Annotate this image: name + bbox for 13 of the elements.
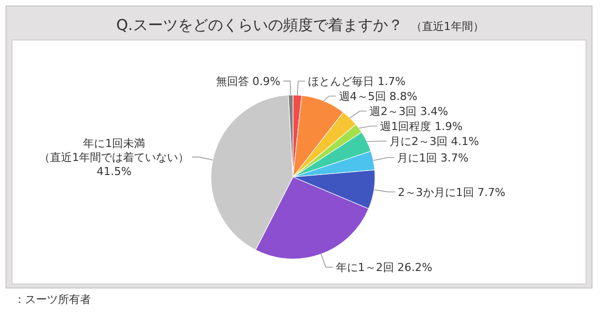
data-label: 週4～5回 8.8%: [338, 90, 418, 104]
data-label: 年に1～2回 26.2%: [336, 261, 432, 274]
data-label: 週2～3回 3.4%: [370, 105, 448, 118]
data-label: 月に2～3回 4.1%: [390, 135, 479, 148]
title: Q.スーツをどのくらいの頻度で着ますか？ （直近1年間）: [116, 16, 484, 34]
data-label: 無回答 0.9%: [216, 75, 280, 88]
data-label: 年に1回未満（直近1年間では着ていない）: [39, 137, 190, 164]
data-label: 月に1回 3.7%: [397, 152, 468, 165]
data-label: 週1回程度 1.9%: [380, 120, 463, 134]
data-label: 2～3か月に1回 7.7%: [398, 186, 506, 199]
data-label: 41.5%: [96, 165, 132, 178]
annotation: ：スーツ所有者: [14, 293, 91, 306]
data-label: ほとんど毎日 1.7%: [308, 75, 406, 88]
